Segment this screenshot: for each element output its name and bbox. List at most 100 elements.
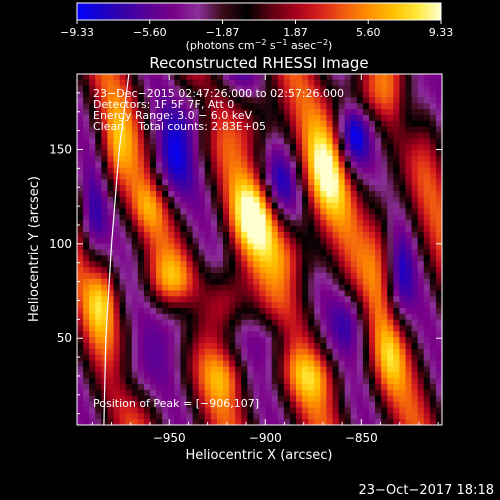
heatmap-cell — [186, 91, 194, 98]
heatmap-cell — [137, 343, 145, 350]
heatmap-cell — [271, 360, 279, 368]
heatmap-cell — [423, 155, 431, 163]
heatmap-cell — [137, 214, 145, 221]
heatmap-cell — [156, 255, 163, 262]
heatmap-cell — [429, 313, 437, 321]
heatmap-cell — [204, 138, 212, 145]
heatmap-cell — [253, 220, 261, 227]
heatmap-cell — [137, 378, 145, 385]
heatmap-cell — [83, 401, 90, 409]
heatmap-cell — [369, 308, 376, 315]
heatmap-cell — [265, 343, 273, 350]
heatmap-cell — [271, 103, 279, 110]
heatmap-cell — [186, 132, 194, 139]
heatmap-cell — [429, 91, 437, 98]
chart-title: Reconstructed RHESSI Image — [149, 54, 368, 72]
heatmap-cell — [393, 185, 401, 192]
heatmap-cell — [393, 79, 401, 87]
heatmap-cell — [399, 109, 407, 116]
heatmap-cell — [308, 261, 315, 268]
heatmap-cell — [387, 407, 394, 414]
heatmap-cell — [283, 354, 291, 362]
heatmap-cell — [131, 155, 139, 163]
heatmap-cell — [308, 302, 315, 309]
heatmap-cell — [387, 237, 394, 245]
heatmap-cell — [387, 185, 394, 192]
heatmap-cell — [216, 138, 224, 145]
heatmap-cell — [162, 255, 169, 262]
heatmap-cell — [95, 161, 102, 169]
heatmap-cell — [235, 243, 242, 251]
heatmap-cell — [369, 419, 376, 425]
heatmap-cell — [156, 267, 163, 274]
heatmap-cell — [350, 237, 358, 245]
heatmap-cell — [241, 179, 248, 186]
heatmap-cell — [289, 354, 297, 362]
heatmap-cell — [320, 325, 328, 332]
heatmap-cell — [289, 308, 297, 315]
heatmap-cell — [77, 384, 84, 391]
heatmap-cell — [174, 202, 182, 210]
heatmap-cell — [302, 366, 309, 373]
heatmap-cell — [156, 354, 163, 362]
heatmap-cell — [259, 395, 267, 403]
heatmap-cell — [210, 196, 218, 204]
heatmap-cell — [241, 196, 248, 204]
heatmap-cell — [417, 261, 425, 268]
heatmap-cell — [435, 261, 442, 268]
heatmap-cell — [381, 150, 388, 157]
heatmap-cell — [423, 103, 431, 110]
heatmap-cell — [137, 290, 145, 297]
heatmap-cell — [423, 267, 431, 274]
heatmap-cell — [271, 214, 279, 221]
heatmap-cell — [308, 272, 315, 280]
heatmap-cell — [332, 272, 340, 280]
heatmap-cell — [338, 290, 346, 297]
heatmap-cell — [271, 208, 279, 215]
heatmap-cell — [198, 249, 206, 256]
heatmap-cell — [223, 313, 230, 321]
heatmap-cell — [326, 161, 334, 169]
heatmap-cell — [223, 337, 230, 344]
heatmap-cell — [423, 226, 431, 233]
heatmap-cell — [332, 325, 340, 332]
heatmap-cell — [344, 126, 352, 134]
heatmap-cell — [247, 384, 255, 391]
heatmap-cell — [156, 290, 163, 297]
heatmap-cell — [235, 214, 242, 221]
heatmap-cell — [429, 395, 437, 403]
heatmap-cell — [113, 325, 121, 332]
heatmap-cell — [143, 185, 151, 192]
heatmap-cell — [265, 126, 273, 134]
heatmap-cell — [429, 389, 437, 397]
heatmap-cell — [435, 419, 442, 425]
heatmap-cell — [210, 109, 218, 116]
heatmap-cell — [198, 319, 206, 327]
heatmap-cell — [375, 384, 382, 391]
heatmap-cell — [314, 91, 321, 98]
heatmap-cell — [235, 191, 242, 198]
heatmap-cell — [125, 220, 133, 227]
heatmap-cell — [344, 308, 352, 315]
heatmap-cell — [253, 413, 261, 420]
heatmap-cell — [192, 103, 200, 110]
heatmap-cell — [387, 85, 394, 93]
heatmap-cell — [137, 302, 145, 309]
heatmap-cell — [150, 308, 157, 315]
heatmap-cell — [320, 395, 328, 403]
heatmap-cell — [283, 161, 291, 169]
heatmap-cell — [362, 161, 370, 169]
heatmap-cell — [156, 261, 163, 268]
heatmap-cell — [168, 214, 175, 221]
heatmap-cell — [150, 114, 157, 122]
heatmap-cell — [119, 167, 127, 175]
heatmap-cell — [204, 226, 212, 233]
heatmap-cell — [77, 79, 84, 87]
heatmap-cell — [314, 237, 321, 245]
heatmap-cell — [101, 296, 109, 303]
heatmap-cell — [265, 208, 273, 215]
heatmap-cell — [247, 372, 255, 379]
heatmap-cell — [125, 144, 133, 151]
heatmap-cell — [338, 97, 346, 104]
heatmap-cell — [174, 150, 182, 157]
